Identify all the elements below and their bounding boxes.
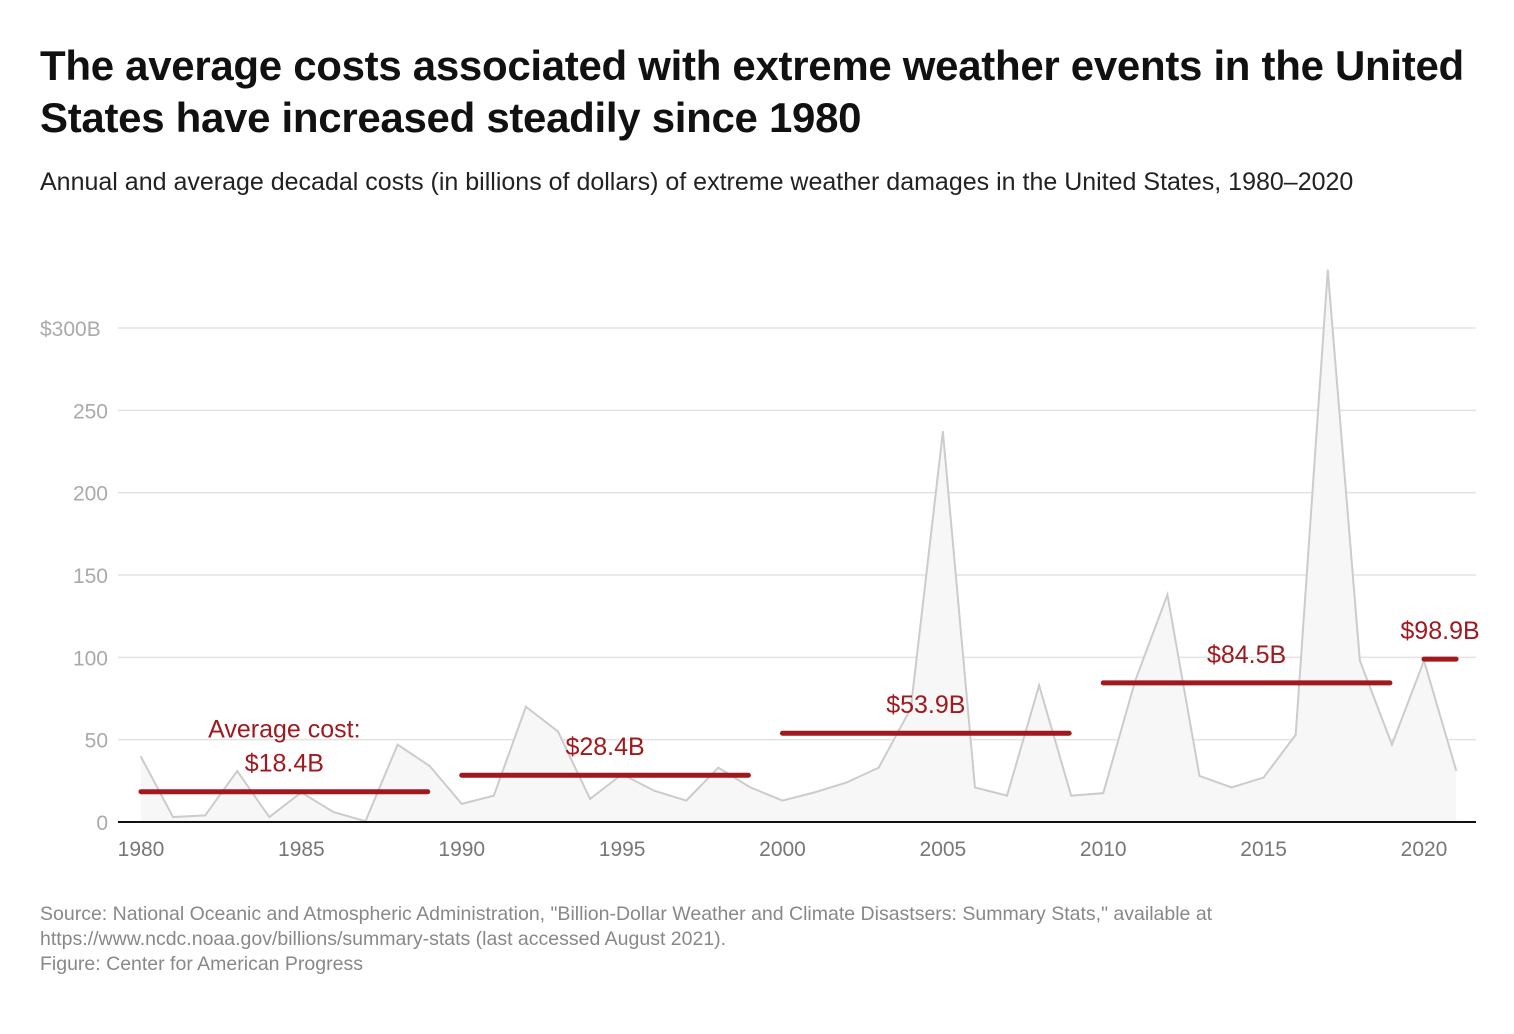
data-point: [973, 786, 976, 789]
y-tick-label: 0: [96, 812, 108, 835]
y-tick-label: 150: [73, 565, 108, 588]
data-point: [140, 755, 142, 758]
y-tick-label: 100: [73, 647, 108, 670]
data-point: [1455, 769, 1458, 772]
x-tick-label: 1980: [118, 838, 165, 861]
annual-cost-line: [140, 270, 1458, 823]
data-point: [268, 816, 271, 819]
data-point: [1198, 774, 1201, 777]
x-tick-label: 1985: [278, 838, 325, 861]
data-point: [781, 799, 784, 802]
x-tick-label: 1990: [438, 838, 485, 861]
data-point: [685, 799, 688, 802]
data-point: [1070, 794, 1073, 797]
x-tick-label: 2005: [920, 838, 967, 861]
data-point: [172, 816, 175, 819]
data-point: [1358, 659, 1361, 662]
x-tick-label: 2000: [759, 838, 806, 861]
data-point: [556, 730, 559, 733]
data-point: [236, 769, 239, 772]
data-point: [717, 766, 720, 769]
y-tick-label: $300B: [40, 318, 101, 341]
source-note: Source: National Oceanic and Atmospheric…: [40, 903, 1213, 950]
data-point: [492, 794, 495, 797]
y-tick-label: 200: [73, 483, 108, 506]
data-point: [877, 766, 880, 769]
data-point: [1390, 743, 1393, 746]
figure-credit: Figure: Center for American Progress: [40, 953, 363, 975]
decade-average-label: $53.9B: [886, 691, 965, 719]
data-point: [1294, 733, 1297, 736]
data-point: [845, 781, 848, 784]
y-tick-label: 50: [85, 730, 108, 753]
data-point: [1006, 794, 1009, 797]
data-point: [1262, 776, 1265, 779]
x-tick-label: 2015: [1240, 838, 1287, 861]
data-point: [396, 743, 399, 746]
chart-subtitle: Annual and average decadal costs (in bil…: [40, 168, 1354, 196]
data-point: [332, 811, 335, 814]
data-point: [1038, 684, 1041, 687]
decade-average-label: $28.4B: [565, 733, 644, 761]
chart-title: The average costs associated with extrem…: [40, 42, 1464, 141]
x-tick-label: 2020: [1401, 838, 1448, 861]
data-point: [589, 797, 592, 800]
data-point: [1230, 786, 1233, 789]
data-point: [813, 791, 816, 794]
decade-average-label: Average cost:: [208, 716, 360, 744]
data-point: [204, 814, 207, 817]
y-tick-label: 250: [73, 400, 108, 423]
data-point: [653, 789, 656, 792]
x-tick-label: 2010: [1080, 838, 1127, 861]
decade-average-label: $98.9B: [1400, 617, 1479, 645]
data-point: [1326, 269, 1329, 272]
data-point: [460, 802, 463, 805]
x-tick-label: 1995: [599, 838, 646, 861]
decade-average-label: $18.4B: [245, 750, 324, 778]
data-point: [941, 430, 944, 433]
data-point: [428, 765, 431, 768]
data-point: [749, 786, 752, 789]
decade-average-label: $84.5B: [1207, 641, 1286, 669]
data-point: [524, 705, 527, 708]
data-point: [909, 707, 912, 710]
data-point: [1102, 792, 1105, 795]
chart-footer: Source: National Oceanic and Atmospheric…: [40, 902, 1440, 977]
data-point: [1166, 593, 1169, 596]
